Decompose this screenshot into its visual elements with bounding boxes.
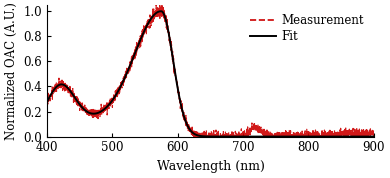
Measurement <box>365 133 370 135</box>
Fit <box>82 109 87 111</box>
Legend: Measurement, Fit: Measurement, Fit <box>246 11 368 47</box>
Line: Measurement: Measurement <box>47 5 374 139</box>
Fit <box>101 109 106 111</box>
Measurement <box>192 138 197 140</box>
X-axis label: Wavelength (nm): Wavelength (nm) <box>156 160 264 173</box>
Measurement <box>160 4 164 6</box>
Fit <box>184 123 189 125</box>
Measurement <box>184 123 189 125</box>
Measurement <box>101 104 106 106</box>
Fit <box>170 55 175 57</box>
Measurement <box>82 108 87 110</box>
Measurement <box>45 100 50 102</box>
Fit <box>371 135 376 138</box>
Fit <box>45 101 50 103</box>
Y-axis label: Normalized OAC (A.U.): Normalized OAC (A.U.) <box>5 2 18 140</box>
Fit <box>330 135 335 138</box>
Fit <box>158 10 163 12</box>
Measurement <box>330 133 335 135</box>
Measurement <box>170 56 175 58</box>
Line: Fit: Fit <box>47 11 374 137</box>
Fit <box>365 135 370 138</box>
Measurement <box>371 130 376 132</box>
